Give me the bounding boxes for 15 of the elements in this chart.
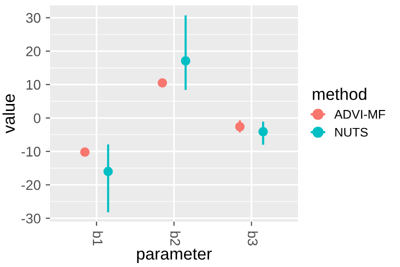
y-tick-label: 0	[34, 113, 40, 124]
y-tick-label: 20	[26, 46, 40, 56]
legend-title: method	[312, 88, 366, 100]
x-tick-label: b3	[248, 232, 258, 246]
y-tick-label: 30	[26, 13, 40, 23]
y-tick-label: 10	[26, 80, 40, 90]
legend-label: NUTS	[335, 128, 368, 137]
x-tick-label: b2	[170, 232, 180, 246]
legend-label: ADVI-MF	[334, 110, 386, 119]
x-tick-label: b1	[92, 232, 103, 246]
y-tick-label: -10	[22, 146, 40, 157]
y-axis-title: value	[2, 94, 15, 134]
x-axis-title: parameter	[137, 248, 212, 264]
y-tick-label: -30	[22, 214, 40, 224]
y-tick-label: -20	[22, 180, 40, 190]
